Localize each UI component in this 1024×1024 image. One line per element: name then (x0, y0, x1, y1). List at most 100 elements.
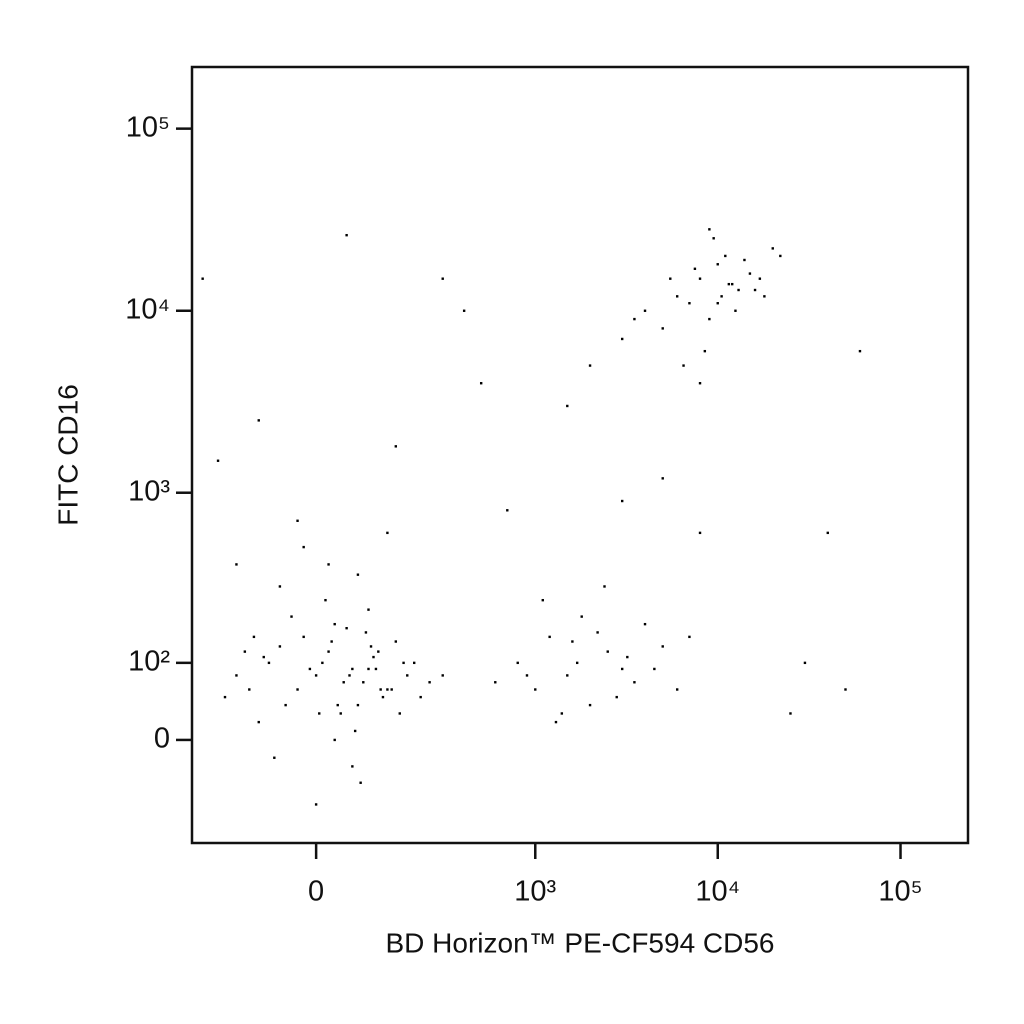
x-tick-label: 0 (308, 876, 324, 908)
point (771, 247, 774, 250)
point (314, 674, 318, 677)
point (386, 531, 389, 535)
point (693, 267, 697, 270)
point (516, 661, 519, 665)
point (257, 419, 260, 422)
point (441, 674, 444, 677)
point (763, 295, 766, 298)
point (351, 765, 354, 768)
point (603, 585, 606, 588)
point (353, 729, 357, 733)
point (826, 531, 829, 535)
point (372, 655, 375, 659)
point (669, 277, 672, 280)
point (626, 655, 629, 659)
point (327, 650, 330, 653)
point (302, 635, 305, 639)
point (296, 688, 299, 691)
point (548, 635, 551, 639)
point (302, 545, 305, 549)
point (633, 317, 636, 321)
point (743, 258, 746, 262)
point (284, 703, 287, 707)
x-tick-label: 10³ (514, 876, 556, 908)
point (216, 459, 220, 462)
point (413, 661, 416, 665)
point (290, 615, 293, 618)
point (494, 681, 497, 684)
point (374, 667, 378, 671)
point (402, 661, 405, 665)
x-tick-label: 10⁴ (695, 876, 740, 908)
point (362, 681, 365, 684)
point (273, 756, 276, 759)
point (588, 364, 592, 367)
point (734, 309, 737, 312)
point (653, 667, 656, 671)
point (359, 781, 362, 784)
point (661, 645, 664, 648)
point (566, 674, 569, 677)
point (377, 650, 380, 653)
point (620, 337, 624, 341)
point (703, 349, 707, 353)
x-tick-label: 10⁵ (878, 876, 922, 908)
point (235, 563, 238, 566)
point (643, 309, 647, 312)
point (201, 277, 204, 280)
point (345, 626, 348, 630)
point (351, 667, 354, 671)
point (724, 254, 727, 258)
point (336, 703, 339, 707)
point (390, 688, 393, 691)
point (248, 688, 251, 691)
point (342, 681, 345, 684)
point (364, 631, 368, 634)
y-tick-label: 10⁵ (126, 111, 170, 143)
point (386, 688, 389, 691)
point (381, 695, 385, 699)
point (566, 404, 569, 408)
point (345, 233, 348, 237)
point (688, 635, 691, 639)
point (367, 667, 370, 671)
point (330, 640, 333, 643)
point (278, 585, 282, 588)
point (720, 295, 723, 298)
point (748, 272, 752, 275)
point (333, 622, 336, 626)
point (675, 688, 679, 691)
point (675, 295, 679, 298)
point (731, 282, 734, 286)
point (844, 688, 847, 691)
y-tick-label: 10² (128, 646, 170, 678)
point (541, 598, 544, 602)
point (308, 667, 312, 671)
point (398, 712, 401, 715)
y-tick-label: 10⁴ (125, 293, 170, 325)
point (580, 615, 583, 618)
point (525, 674, 529, 677)
point (758, 277, 762, 280)
point (223, 695, 227, 699)
point (394, 640, 398, 643)
point (698, 531, 702, 535)
point (406, 674, 409, 677)
point (712, 237, 715, 240)
point (321, 661, 324, 665)
point (727, 282, 731, 286)
y-tick-label: 10³ (128, 475, 170, 507)
point (296, 519, 299, 522)
point (606, 650, 609, 653)
point (369, 645, 373, 648)
point (596, 631, 599, 634)
point (698, 382, 702, 385)
point (858, 349, 862, 353)
point (506, 509, 509, 512)
point (803, 661, 807, 665)
point (688, 302, 691, 305)
point (356, 703, 360, 707)
point (716, 263, 719, 266)
point (753, 288, 757, 292)
